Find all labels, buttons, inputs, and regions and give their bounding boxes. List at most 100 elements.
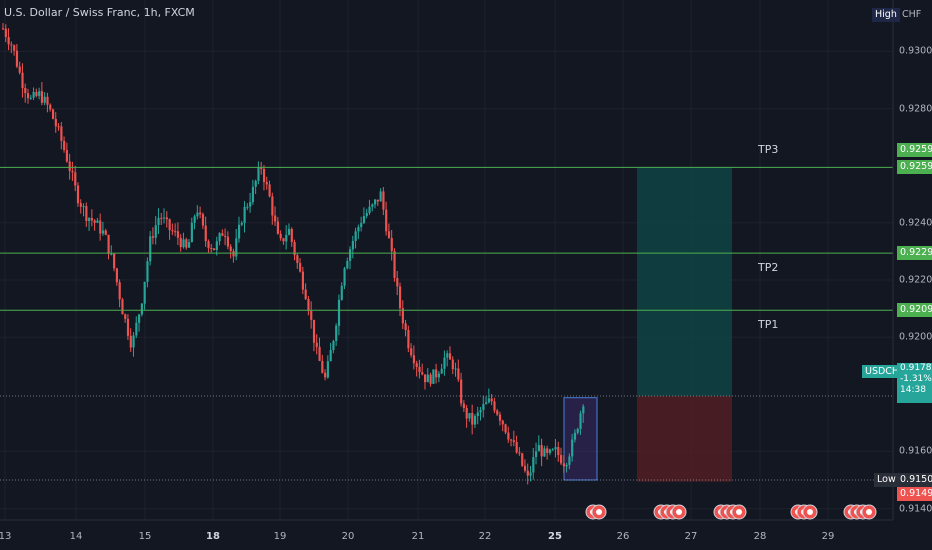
profit-zone (637, 167, 732, 396)
candle-body (393, 251, 396, 278)
x-tick-label: 27 (684, 531, 698, 542)
candle-body (432, 369, 435, 384)
candle-body (523, 465, 527, 471)
candle-body (376, 199, 379, 202)
candle-body (365, 213, 368, 217)
candle-body (551, 449, 554, 451)
candle-body (540, 445, 543, 457)
candle-body (318, 346, 321, 361)
candle-body (440, 368, 443, 374)
candle-body (343, 268, 346, 286)
candle-body (90, 217, 94, 221)
candle-body (446, 353, 449, 358)
candle-body (429, 374, 432, 384)
candle-body (337, 299, 341, 326)
candle-body (126, 318, 130, 336)
candle-body (346, 260, 349, 269)
candle-body (507, 432, 510, 440)
candle-body (251, 186, 255, 203)
event-marker (591, 504, 607, 520)
candle-body (582, 406, 585, 414)
candle-body (554, 447, 557, 450)
event-marker (861, 504, 877, 520)
level-label-tp3: TP3 (758, 143, 779, 157)
candle-body (63, 140, 66, 151)
candle-body (435, 369, 438, 378)
candle-body (104, 230, 107, 235)
candle-body (421, 372, 424, 375)
candle-body (265, 182, 268, 185)
candle-body (276, 221, 280, 234)
candle-body (35, 91, 38, 96)
candle-body (13, 45, 16, 51)
x-tick-label: 18 (206, 531, 220, 542)
candle-body (360, 222, 363, 228)
candle-body (165, 217, 168, 220)
candle-body (246, 206, 249, 208)
candle-body (2, 28, 5, 30)
symbol-label: USDCHF (862, 365, 908, 378)
candle-body (71, 170, 74, 173)
candle-body (160, 217, 163, 219)
event-marker (671, 504, 687, 520)
candle-body (157, 217, 160, 226)
x-tick-label: 14 (69, 531, 83, 542)
x-tick-label: 15 (138, 531, 152, 542)
candle-body (182, 239, 185, 248)
candle-body (579, 413, 582, 429)
candle-body (237, 224, 241, 239)
candle-body (546, 448, 549, 454)
candle-body (562, 463, 565, 467)
event-marker-center (736, 509, 742, 515)
candle-body (329, 350, 332, 362)
candle-body (154, 225, 157, 238)
candle-body (260, 167, 263, 169)
candle-body (171, 230, 174, 232)
level-price-tag: 0.92294 (897, 246, 932, 261)
candle-body (243, 206, 246, 223)
candle-body (473, 416, 477, 425)
candle-body (76, 185, 80, 204)
candle-body (512, 440, 515, 443)
candle-body (268, 184, 271, 197)
candle-body (88, 217, 91, 221)
x-tick-label: 13 (0, 531, 12, 542)
candle-body (49, 104, 52, 110)
candle-body (518, 452, 521, 454)
high-tag: High (872, 8, 900, 22)
candle-body (146, 261, 149, 282)
current-box-line: -1.31% (900, 374, 932, 384)
candle-body (188, 242, 191, 248)
candle-body (312, 319, 316, 343)
candle-body (374, 199, 377, 205)
candle-body (418, 366, 421, 373)
x-tick-label: 20 (341, 531, 355, 542)
candle-body (99, 220, 102, 234)
candle-body (401, 308, 404, 324)
candle-body (351, 241, 354, 250)
candle-body (101, 230, 105, 234)
candle-body (232, 251, 235, 257)
candle-body (371, 204, 374, 207)
candle-body (32, 91, 35, 98)
candle-body (129, 335, 132, 348)
candle-body (560, 455, 563, 464)
candle-body (262, 168, 266, 183)
candle-body (210, 247, 213, 249)
candle-body (40, 91, 44, 103)
candle-body (451, 359, 454, 370)
candle-body (15, 50, 19, 67)
candle-body (254, 180, 257, 187)
y-tick-label: 0.91400 (899, 503, 932, 515)
candle-body (379, 191, 382, 202)
candle-body (21, 72, 24, 88)
candle-body (224, 235, 227, 237)
candle-body (487, 398, 491, 403)
candle-body (396, 277, 399, 287)
candle-body (85, 206, 88, 221)
